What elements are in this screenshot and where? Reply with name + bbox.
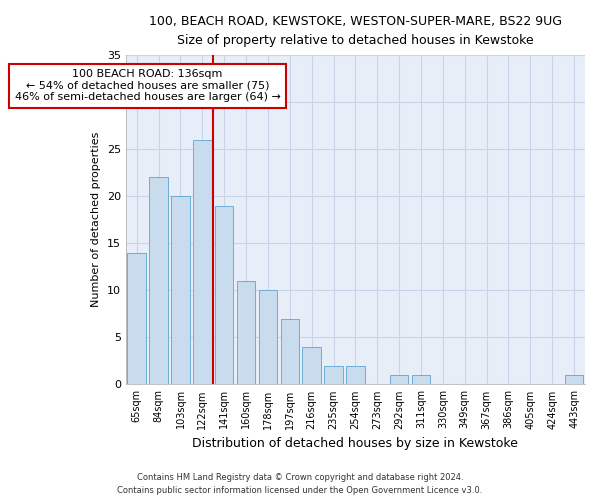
Bar [324, 366, 343, 384]
Bar [346, 366, 365, 384]
Bar [302, 347, 321, 385]
Text: 100 BEACH ROAD: 136sqm
← 54% of detached houses are smaller (75)
46% of semi-det: 100 BEACH ROAD: 136sqm ← 54% of detached… [15, 69, 281, 102]
Bar [412, 375, 430, 384]
Bar [281, 318, 299, 384]
Title: 100, BEACH ROAD, KEWSTOKE, WESTON-SUPER-MARE, BS22 9UG
Size of property relative: 100, BEACH ROAD, KEWSTOKE, WESTON-SUPER-… [149, 15, 562, 47]
Text: Contains HM Land Registry data © Crown copyright and database right 2024.
Contai: Contains HM Land Registry data © Crown c… [118, 474, 482, 495]
Bar [259, 290, 277, 384]
Y-axis label: Number of detached properties: Number of detached properties [91, 132, 101, 308]
Bar [193, 140, 212, 384]
Bar [149, 178, 168, 384]
Bar [171, 196, 190, 384]
Bar [237, 281, 256, 384]
Bar [390, 375, 409, 384]
Bar [215, 206, 233, 384]
X-axis label: Distribution of detached houses by size in Kewstoke: Distribution of detached houses by size … [193, 437, 518, 450]
Bar [127, 252, 146, 384]
Bar [565, 375, 583, 384]
